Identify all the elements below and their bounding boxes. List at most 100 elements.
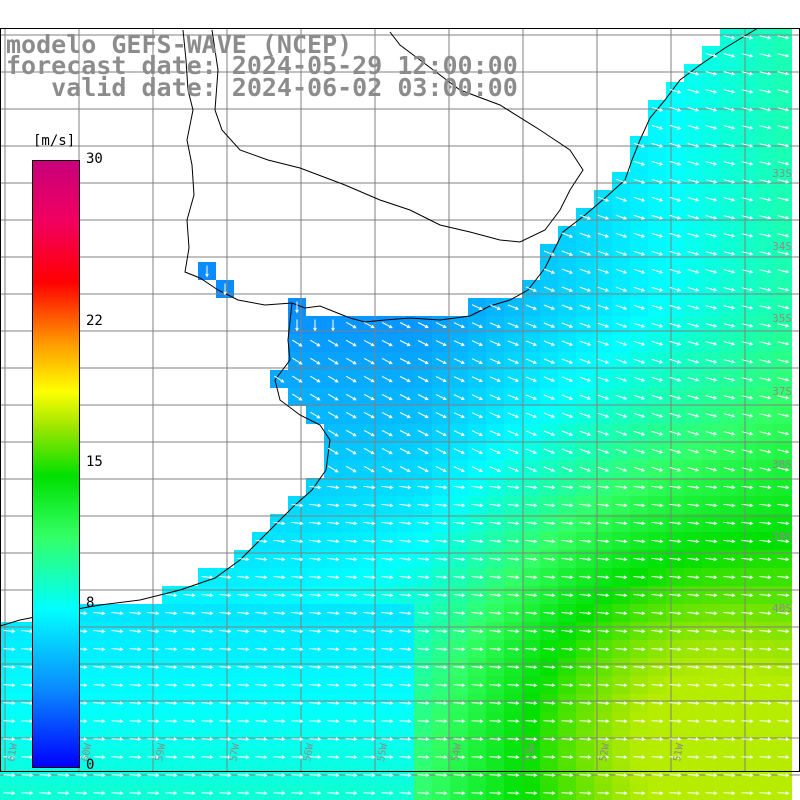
wind-arrow xyxy=(669,358,682,364)
wind-arrow xyxy=(507,304,520,310)
wind-arrow xyxy=(759,323,772,328)
wind-arrow xyxy=(615,629,628,634)
wind-arrow xyxy=(543,701,556,706)
wind-arrow xyxy=(363,339,375,347)
wind-arrow xyxy=(525,773,538,778)
wind-speed-cell xyxy=(18,784,36,800)
wind-arrow xyxy=(525,557,538,562)
wind-arrow xyxy=(309,539,322,544)
wind-arrow xyxy=(255,665,268,670)
wind-arrow xyxy=(363,593,376,598)
wind-arrow xyxy=(741,161,754,166)
wind-arrow xyxy=(741,107,754,112)
wind-arrow xyxy=(237,611,250,616)
wind-arrow xyxy=(597,304,610,310)
wind-arrow xyxy=(129,737,142,742)
wind-arrow xyxy=(597,647,610,652)
wind-arrow xyxy=(759,107,772,112)
wind-arrow xyxy=(381,321,393,329)
wind-arrow xyxy=(291,773,304,778)
wind-arrow xyxy=(705,197,718,202)
title-forecast-date: forecast date: 2024-05-29 12:00:00 xyxy=(6,51,518,80)
wind-arrow xyxy=(399,503,412,508)
wind-arrow xyxy=(561,412,574,418)
wind-arrow xyxy=(705,755,718,760)
wind-arrow xyxy=(363,665,376,670)
wind-arrow xyxy=(453,430,465,436)
wind-arrow xyxy=(363,393,375,401)
wind-arrow xyxy=(723,143,736,148)
wind-arrow xyxy=(579,647,592,652)
wind-arrow xyxy=(417,340,429,347)
wind-arrow xyxy=(345,447,357,455)
wind-arrow xyxy=(741,179,754,184)
wind-arrow xyxy=(687,647,700,652)
wind-speed-cell xyxy=(432,784,450,800)
wind-arrow xyxy=(633,629,646,634)
wind-speed-cell xyxy=(216,784,234,800)
longitude-label: 57W xyxy=(228,742,242,763)
wind-arrow xyxy=(705,521,718,526)
wind-arrow xyxy=(399,412,411,419)
wind-arrow xyxy=(183,737,196,742)
wind-arrow xyxy=(310,411,321,419)
longitude-label: 61W xyxy=(6,742,20,763)
wind-arrow xyxy=(147,683,160,688)
wind-arrow xyxy=(741,35,754,40)
wind-arrow xyxy=(741,287,754,292)
wind-arrow xyxy=(543,629,556,634)
wind-arrow xyxy=(219,773,232,778)
wind-arrow xyxy=(435,485,448,490)
wind-arrow xyxy=(525,412,538,418)
wind-arrow xyxy=(651,376,664,382)
wind-arrow xyxy=(759,251,772,256)
wind-arrow xyxy=(777,647,790,652)
wind-arrow xyxy=(219,575,232,580)
wind-arrow xyxy=(741,377,754,382)
wind-speed-cell xyxy=(504,784,522,800)
wind-arrow xyxy=(597,629,610,634)
wind-arrow xyxy=(327,665,340,670)
wind-arrow xyxy=(723,341,736,346)
wind-arrow xyxy=(435,773,448,778)
wind-arrow xyxy=(543,521,556,526)
wind-arrow xyxy=(723,71,736,76)
wind-arrow xyxy=(309,503,322,508)
wind-arrow xyxy=(777,485,790,490)
wind-arrow xyxy=(723,395,736,400)
wind-arrow xyxy=(435,539,448,544)
wind-arrow xyxy=(489,412,501,418)
wind-arrow xyxy=(579,737,592,742)
wind-arrow xyxy=(489,448,501,454)
wind-arrow xyxy=(345,521,358,526)
wind-arrow xyxy=(651,647,664,652)
wind-arrow xyxy=(345,557,358,562)
wind-arrow xyxy=(183,773,196,778)
wind-arrow xyxy=(345,665,358,670)
wind-arrow xyxy=(381,485,394,490)
wind-speed-cell xyxy=(522,784,540,800)
wind-arrow xyxy=(723,215,736,220)
wind-arrow xyxy=(723,719,736,724)
wind-arrow xyxy=(741,683,754,688)
longitude-label: 54W xyxy=(450,742,464,763)
wind-arrow xyxy=(561,611,574,616)
wind-arrow xyxy=(111,611,124,616)
wind-arrow xyxy=(687,359,700,364)
wind-arrow xyxy=(759,89,772,94)
wind-arrow xyxy=(435,358,447,364)
wind-arrow xyxy=(561,593,574,598)
wind-arrow xyxy=(777,341,790,346)
wind-arrow xyxy=(255,593,268,598)
wind-arrow xyxy=(219,791,232,796)
wind-arrow xyxy=(417,611,430,616)
wind-arrow xyxy=(471,412,483,418)
wind-arrow xyxy=(381,557,394,562)
wind-arrow xyxy=(759,143,772,148)
wind-arrow xyxy=(381,465,393,473)
wind-arrow xyxy=(561,232,574,238)
wind-arrow xyxy=(723,449,736,454)
wind-arrow xyxy=(759,791,772,796)
wind-arrow xyxy=(561,683,574,688)
wind-arrow xyxy=(579,485,592,490)
